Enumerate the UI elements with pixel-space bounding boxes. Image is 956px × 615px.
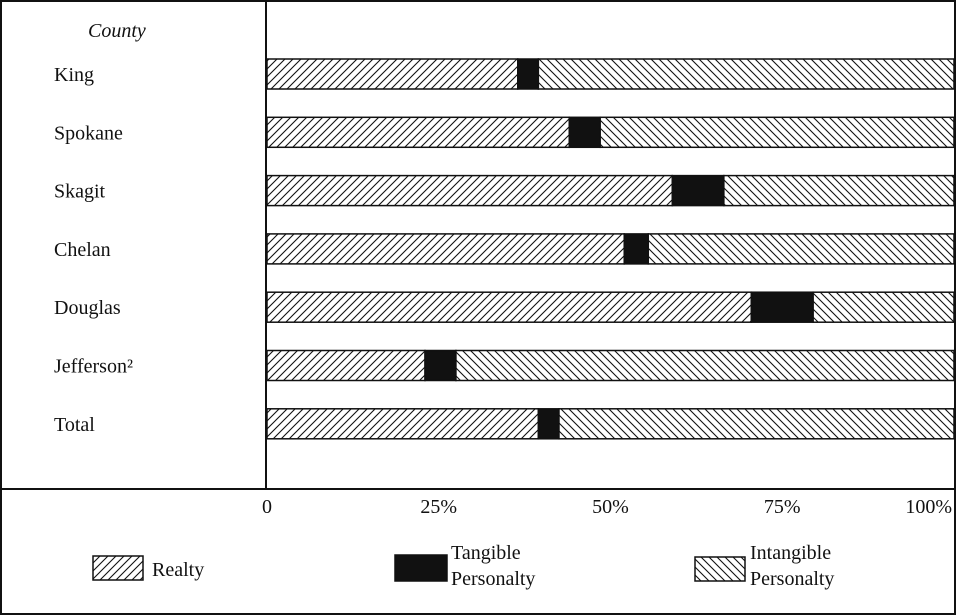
legend-swatch-intangible: [694, 556, 746, 582]
bar-king-tangible-personalty: [517, 58, 540, 90]
category-label-king: King: [54, 64, 94, 86]
legend: Realty Tangible Personalty Intangible Pe…: [92, 542, 836, 590]
legend-label-realty: Realty: [152, 559, 204, 581]
legend-swatch-realty: [92, 555, 144, 581]
bar-douglas-realty: [266, 291, 753, 323]
x-tick-label: 75%: [764, 496, 801, 518]
bar-king-realty: [266, 58, 519, 90]
bar-chelan-realty: [266, 233, 625, 265]
bar-spokane-tangible-personalty: [568, 116, 601, 149]
bar-chelan-intangible-personalty: [647, 233, 955, 265]
category-label-total: Total: [54, 414, 95, 436]
legend-label-intangible: Intangible Personalty: [750, 542, 836, 590]
category-label-spokane: Spokane: [54, 122, 123, 144]
bar-douglas-tangible-personalty: [750, 291, 814, 323]
bar-total-intangible-personalty: [558, 408, 955, 440]
category-label-douglas: Douglas: [54, 297, 121, 319]
bar-jefferson-tangible-personalty: [424, 349, 457, 382]
x-tick-label: 0: [262, 496, 272, 518]
x-tick-label: 50%: [592, 496, 629, 518]
bar-skagit-tangible-personalty: [671, 174, 725, 207]
category-label-chelan: Chelan: [54, 239, 111, 261]
category-label-skagit: Skagit: [54, 181, 106, 203]
bar-spokane-realty: [266, 116, 571, 149]
bar-total-realty: [266, 408, 540, 440]
bar-skagit-intangible-personalty: [723, 174, 955, 207]
legend-label-tangible: Tangible Personalty: [451, 542, 535, 590]
bar-skagit-realty: [266, 174, 674, 207]
bar-jefferson-intangible-personalty: [455, 349, 955, 382]
x-tick-labels: 0 25% 50% 75% 100%: [262, 496, 952, 518]
bars: [266, 58, 955, 440]
bar-douglas-intangible-personalty: [812, 291, 955, 323]
x-tick-label: 100%: [905, 496, 952, 518]
bar-total-tangible-personalty: [537, 408, 560, 440]
bar-jefferson-realty: [266, 349, 426, 382]
bar-king-intangible-personalty: [537, 58, 955, 90]
bar-spokane-intangible-personalty: [599, 116, 955, 149]
x-tick-label: 25%: [420, 496, 457, 518]
bar-chelan-tangible-personalty: [623, 233, 650, 265]
legend-swatch-tangible: [394, 554, 448, 582]
column-header: County: [88, 20, 146, 42]
category-label-jefferson: Jefferson²: [54, 356, 133, 378]
category-labels: King Spokane Skagit Chelan Douglas Jefferson²…: [54, 64, 133, 436]
